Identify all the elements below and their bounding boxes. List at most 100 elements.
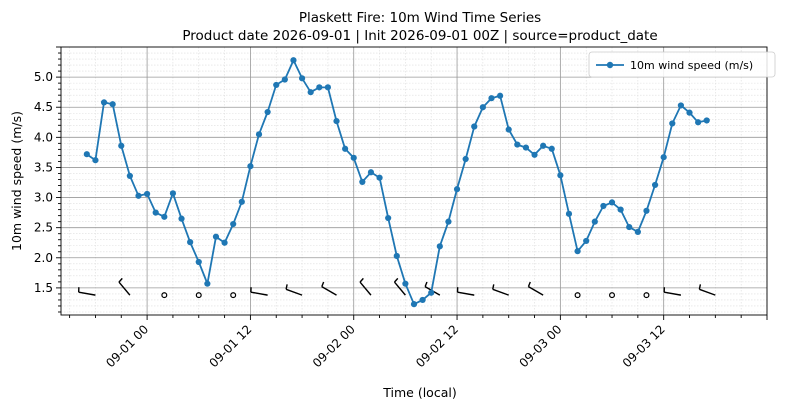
wind-barb: [663, 287, 682, 296]
wind-barb: [393, 277, 406, 296]
data-point: [316, 84, 323, 91]
wind-barb-shaft: [118, 281, 131, 296]
legend-box: [588, 51, 776, 78]
data-point: [677, 102, 685, 109]
data-point: [445, 218, 452, 225]
wind-barb-feather: [698, 284, 702, 290]
data-point: [591, 218, 598, 225]
data-point: [212, 233, 220, 240]
wind-barb: [118, 277, 131, 296]
data-point: [436, 243, 443, 250]
wind-barb: [698, 284, 716, 296]
wind-barb-feather: [492, 284, 495, 290]
wind-barb: [77, 287, 96, 296]
wind-barb-shaft: [664, 291, 682, 296]
data-point: [264, 108, 271, 116]
data-point: [479, 104, 486, 111]
wind-barb-calm: [609, 292, 616, 299]
y-tick-label: 2.5: [34, 221, 53, 235]
data-point: [600, 202, 607, 210]
wind-barb-shaft: [492, 288, 509, 296]
y-tick-label: 4.5: [34, 100, 53, 114]
legend-label: 10m wind speed (m/s): [630, 59, 753, 72]
data-point: [100, 99, 108, 106]
plot-frame: [60, 46, 768, 316]
data-point: [703, 117, 710, 124]
wind-barb-shaft: [78, 291, 96, 296]
data-point: [255, 131, 263, 138]
y-tick-label: 4.0: [34, 130, 53, 144]
y-tick-label: 3.0: [34, 191, 53, 205]
data-point: [393, 252, 400, 260]
wind-barb: [250, 287, 268, 296]
wind-barb-calm: [643, 292, 650, 299]
wind-barb-shaft: [285, 288, 303, 296]
data-point: [350, 154, 357, 161]
data-point: [333, 117, 340, 125]
wind-barb-feather: [321, 281, 325, 287]
data-point: [471, 123, 478, 130]
wind-barb-shaft: [250, 291, 268, 296]
wind-barb-feather: [424, 281, 428, 287]
data-point: [522, 144, 530, 151]
data-point: [126, 172, 133, 179]
wind-barb-calm: [230, 292, 237, 299]
y-tick-label: 2.0: [34, 251, 53, 265]
data-point: [221, 239, 228, 246]
wind-barb-shaft: [699, 288, 716, 296]
chart-subtitle: Product date 2026-09-01 | Init 2026-09-0…: [182, 28, 657, 44]
data-point: [462, 155, 469, 163]
data-point: [109, 101, 116, 108]
x-tick-label: 09-03 12: [620, 322, 668, 370]
wind-barb-feather: [359, 277, 364, 283]
data-point: [273, 81, 280, 89]
data-point: [643, 207, 650, 214]
wind-barb-shaft: [528, 286, 544, 296]
data-point: [195, 258, 202, 266]
data-point: [290, 57, 297, 64]
series-line: [86, 59, 707, 306]
y-tick-label: 5.0: [34, 70, 53, 84]
grid-layer: [61, 47, 767, 315]
data-point: [488, 95, 495, 102]
data-point: [634, 228, 641, 235]
wind-barb-feather: [527, 281, 531, 287]
data-point: [342, 145, 349, 152]
data-point: [178, 215, 185, 222]
legend: 10m wind speed (m/s): [588, 51, 776, 78]
data-point: [660, 154, 667, 161]
y-tick-label: 3.5: [34, 160, 53, 174]
data-point: [359, 178, 366, 186]
data-point: [548, 145, 555, 152]
wind-barb-calm: [161, 292, 168, 299]
x-tick-label: 09-02 00: [310, 322, 358, 370]
data-point: [92, 157, 99, 164]
data-point: [531, 151, 538, 158]
wind-barb: [527, 281, 544, 296]
data-point: [428, 289, 435, 296]
data-point: [247, 163, 254, 170]
axis-ticks-layer: 09-01 00 09-01 12 09-02 00 09-02 12 09-03 00…: [34, 46, 768, 370]
data-point: [187, 239, 194, 246]
x-tick-label: 09-03 00: [516, 322, 564, 370]
data-point: [281, 76, 288, 83]
y-axis-label: 10m wind speed (m/s): [9, 111, 24, 251]
data-point: [419, 296, 426, 304]
data-point: [505, 126, 512, 133]
data-point: [204, 280, 211, 287]
data-point: [410, 301, 418, 308]
x-tick-label: 09-02 12: [413, 322, 461, 370]
data-point: [565, 210, 573, 217]
data-point: [557, 172, 564, 179]
wind-barb-calm: [574, 292, 581, 299]
series-layer: [83, 57, 710, 308]
wind-barb-feather: [285, 284, 288, 290]
data-point: [583, 237, 590, 245]
data-point: [324, 84, 332, 91]
wind-barb-calm: [195, 292, 202, 299]
wind-barb-feather: [118, 277, 123, 283]
data-point: [695, 119, 702, 126]
data-point: [669, 120, 676, 127]
wind-barb: [321, 281, 337, 296]
